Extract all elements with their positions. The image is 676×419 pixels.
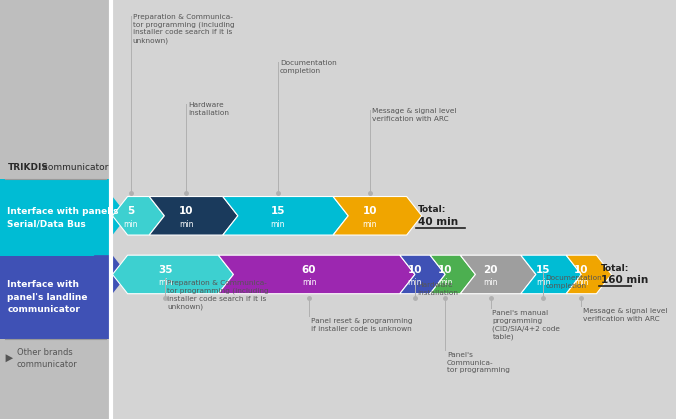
Text: Message & signal level
verification with ARC: Message & signal level verification with… (372, 108, 456, 122)
Bar (0, 0, 111, 419)
Text: min: min (574, 279, 589, 287)
Polygon shape (566, 255, 612, 294)
Text: Interface with panel's
Serial/Data Bus: Interface with panel's Serial/Data Bus (7, 207, 119, 228)
Polygon shape (94, 255, 128, 294)
Text: 15: 15 (536, 265, 551, 275)
Bar (0, 256, 111, 339)
Polygon shape (460, 255, 536, 294)
Text: min: min (362, 220, 377, 229)
Text: 15: 15 (270, 206, 285, 216)
Polygon shape (94, 197, 128, 235)
Text: Interface with
panel's landline
communicator: Interface with panel's landline communic… (7, 280, 88, 315)
Text: 10: 10 (438, 265, 452, 275)
Text: min: min (178, 220, 193, 229)
Text: Hardware
installation: Hardware installation (417, 282, 458, 295)
Text: Documentation
completion: Documentation completion (280, 60, 337, 73)
Text: min: min (408, 279, 422, 287)
Text: min: min (438, 279, 452, 287)
Text: min: min (158, 279, 172, 287)
Text: Panel reset & programming
if installer code is unknown: Panel reset & programming if installer c… (311, 318, 412, 331)
Polygon shape (430, 255, 475, 294)
Polygon shape (5, 354, 13, 362)
Text: communicator: communicator (40, 163, 109, 172)
Text: 10: 10 (408, 265, 422, 275)
Text: Total:: Total: (601, 264, 629, 273)
Text: min: min (483, 279, 498, 287)
Text: Other brands
communicator: Other brands communicator (17, 348, 78, 369)
Text: 35: 35 (158, 265, 172, 275)
Text: 10: 10 (362, 206, 377, 216)
Polygon shape (218, 255, 415, 294)
Text: min: min (270, 220, 285, 229)
Text: Preparation & Communica-
tor programming (including
installer code search if it : Preparation & Communica- tor programming… (167, 280, 269, 310)
Polygon shape (223, 197, 348, 235)
Polygon shape (333, 197, 422, 235)
Text: min: min (301, 279, 316, 287)
Polygon shape (112, 197, 164, 235)
Text: 20: 20 (483, 265, 498, 275)
Text: min: min (536, 279, 551, 287)
Text: 60: 60 (301, 265, 316, 275)
Text: 40 min: 40 min (418, 217, 458, 227)
Polygon shape (521, 255, 581, 294)
Text: Documentation
completion: Documentation completion (546, 275, 602, 289)
Text: Panel's manual
programming
(CID/SIA/4+2 code
table): Panel's manual programming (CID/SIA/4+2 … (492, 310, 560, 339)
Text: TRIKDIS: TRIKDIS (7, 163, 49, 172)
Text: Hardware
installation: Hardware installation (188, 102, 229, 116)
Text: Message & signal level
verification with ARC: Message & signal level verification with… (583, 308, 668, 321)
Text: 10: 10 (574, 265, 589, 275)
Text: 10: 10 (178, 206, 193, 216)
Text: Total:: Total: (418, 205, 446, 214)
Text: 160 min: 160 min (601, 275, 648, 285)
Polygon shape (149, 197, 238, 235)
Text: 5: 5 (127, 206, 135, 216)
Text: min: min (124, 220, 138, 229)
Text: Panel's
Communica-
tor programming: Panel's Communica- tor programming (447, 352, 510, 373)
Polygon shape (112, 255, 233, 294)
Text: Preparation & Communica-
tor programming (including
installer code search if it : Preparation & Communica- tor programming… (132, 14, 235, 44)
Polygon shape (400, 255, 445, 294)
Bar (0, 179, 111, 256)
